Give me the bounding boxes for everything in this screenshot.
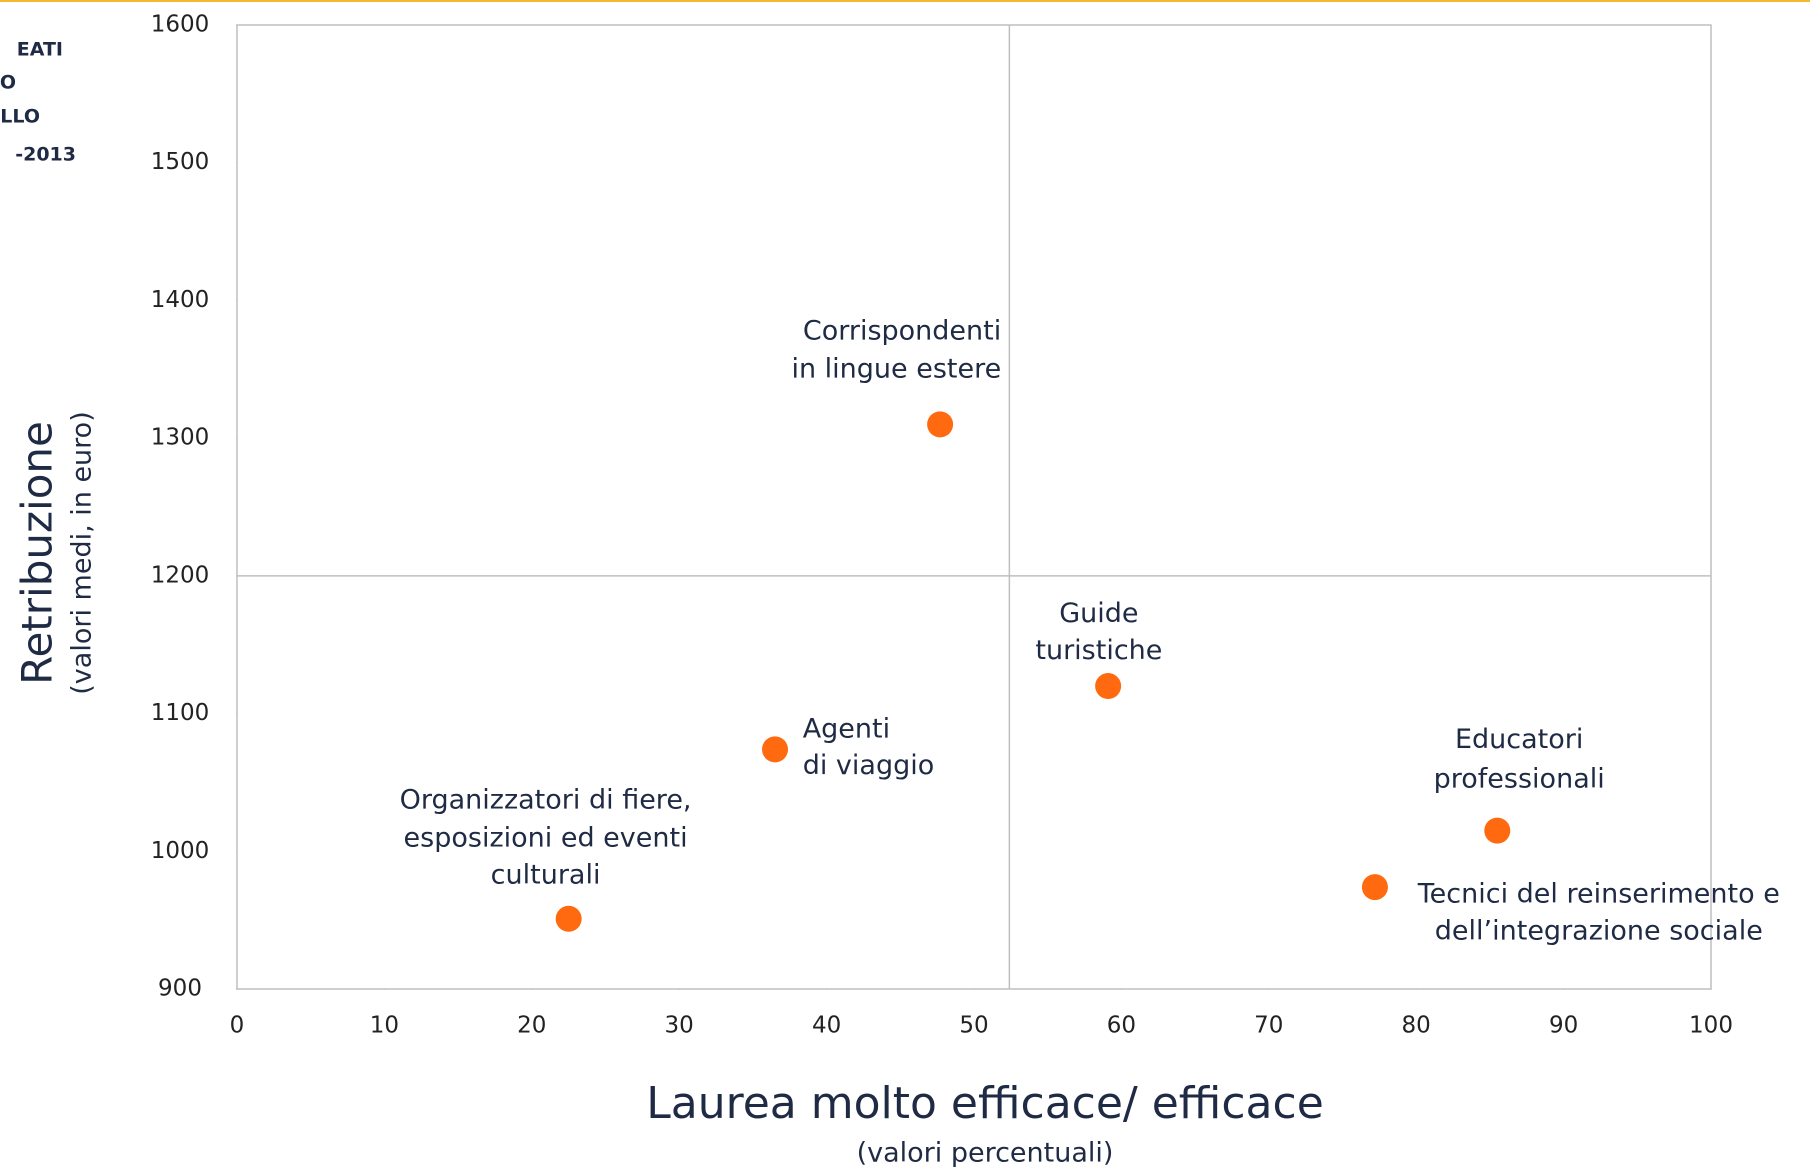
side-text: -2013 [15,144,76,166]
point [555,905,582,932]
x-tick-label: 80 [1402,1013,1431,1039]
y-tick-label: 900 [158,976,202,1002]
point [1095,673,1122,700]
point-label: Tecnici del reinserimento e [1417,879,1780,910]
side-text: O [0,72,16,94]
point-label: Corrispondenti [803,316,1001,347]
y-tick-label: 1500 [151,149,210,175]
side-text: LLO [0,106,40,128]
point-label: Guide [1059,598,1138,629]
x-tick-label: 100 [1689,1013,1733,1039]
y-tick-label: 1000 [151,838,210,864]
y-tick-label: 1400 [151,287,210,313]
point [762,736,789,763]
point-label: professionali [1434,763,1605,794]
x-tick-label: 30 [665,1013,694,1039]
y-tick-label: 1300 [151,425,210,451]
x-axis-subtitle: (valori percentuali) [857,1138,1114,1169]
x-tick-label: 20 [517,1013,546,1039]
point-label: di viaggio [803,750,935,781]
x-tick-label: 90 [1549,1013,1578,1039]
x-tick-label: 10 [370,1013,399,1039]
x-tick-label: 40 [812,1013,841,1039]
side-text: EATI [17,39,63,61]
point-label: Educatori [1455,724,1583,755]
y-axis-title: Retribuzione [13,421,62,685]
point-label: turistiche [1035,635,1162,666]
y-tick-label: 1200 [151,562,210,588]
point [1361,874,1388,901]
x-tick-label: 70 [1254,1013,1283,1039]
x-tick-label: 0 [230,1013,245,1039]
point-label: culturali [491,860,601,891]
y-tick-label: 1100 [151,700,210,726]
x-tick-label: 50 [959,1013,988,1039]
point-label: dell’integrazione sociale [1435,916,1763,947]
x-tick-label: 60 [1107,1013,1136,1039]
x-axis-title: Laurea molto efficace/ efficace [646,1078,1324,1129]
point [927,411,954,438]
point-label: Organizzatori di fiere, [400,785,692,816]
y-tick-label: 1600 [151,12,210,38]
point-label: in lingue estere [791,354,1001,385]
point [1484,817,1511,844]
point-label: esposizioni ed eventi [404,823,688,854]
y-axis-subtitle: (valori medi, in euro) [67,411,98,694]
point-label: Agenti [803,713,890,744]
